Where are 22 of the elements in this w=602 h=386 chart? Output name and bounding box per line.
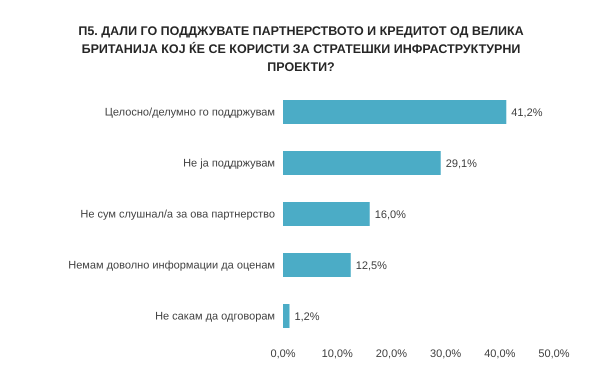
x-tick-label: 20,0% [376,348,408,360]
y-tick-label: Не ја поддржувам [183,157,275,170]
y-tick-label: Целосно/делумно го поддржувам [104,106,275,118]
bar [283,100,506,124]
chart-title: П5. ДАЛИ ГО ПОДДЖУВАТЕ ПАРТНЕРСТВОТО И КРЕДИТОТ ОД ВЕЛИКА БРИТАНИЈА КОЈ ЌЕ СЕ КОРИСТИ ЗА СТРАТЕШКИ ИНФРАСТРУКТУРНИ ПРОЕКТИ? [77,23,525,76]
y-tick-label: Не сакам да одговорам [155,310,275,322]
bar [283,151,441,175]
x-tick-label: 40,0% [484,348,516,360]
x-tick-label: 30,0% [430,348,462,360]
bar [283,202,370,226]
data-label: 29,1% [446,158,478,170]
y-tick-label: Немам доволно информации да оценам [68,259,275,272]
data-label: 12,5% [356,260,388,272]
x-tick-label: 50,0% [538,348,570,360]
data-label: 1,2% [294,310,320,323]
data-label: 41,2% [511,106,543,119]
x-tick-label: 10,0% [322,348,354,360]
bar [283,253,351,277]
bar [283,304,290,328]
y-tick-label: Не сум слушнал/а за ова партнерство [80,208,275,220]
data-label: 16,0% [374,208,406,221]
x-tick-label: 0,0% [270,348,296,360]
